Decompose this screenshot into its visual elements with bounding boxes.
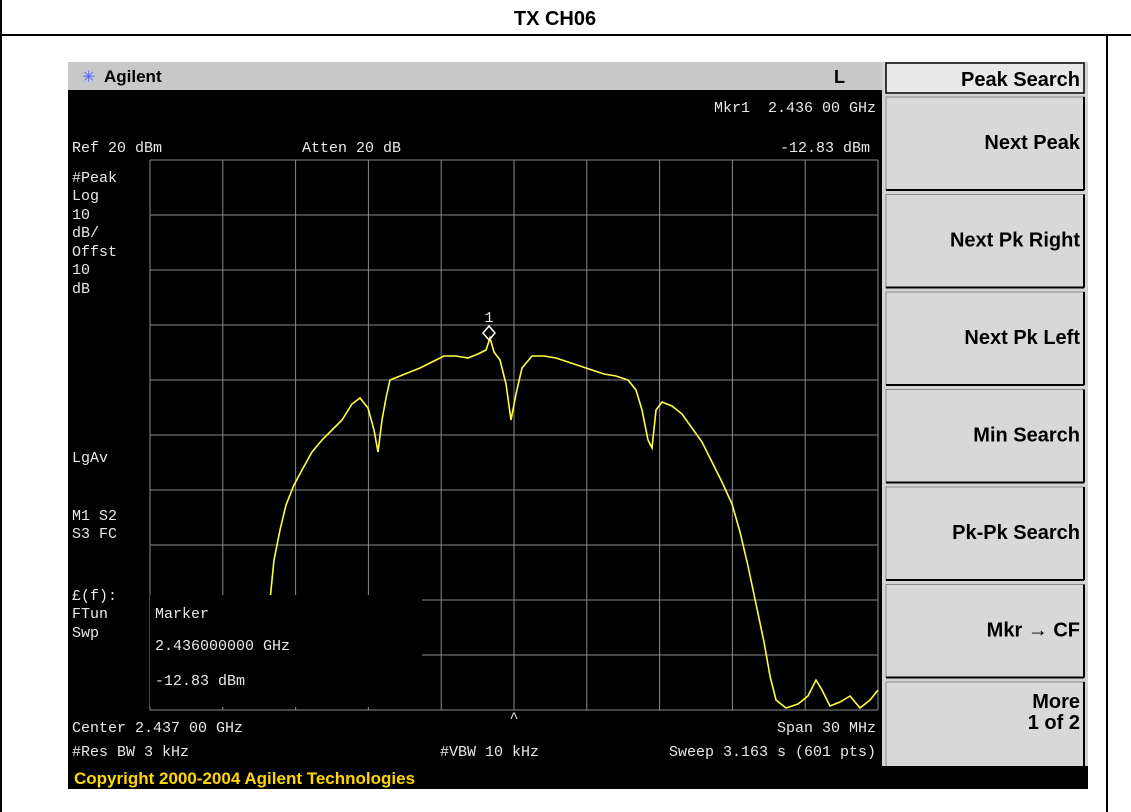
marker-box-text: Marker: [155, 606, 209, 623]
side-label: dB: [72, 281, 90, 298]
header-bar: [68, 62, 882, 90]
side-label: S3 FC: [72, 526, 117, 543]
softkey: [885, 681, 1085, 776]
side-label: M1 S2: [72, 508, 117, 525]
side-label: Swp: [72, 625, 99, 642]
softkey: [885, 194, 1085, 288]
side-label: £(f):: [72, 588, 117, 605]
softkey-label: Next Pk Left: [964, 327, 1080, 349]
center-caret: ^: [509, 710, 518, 727]
softkey: [885, 584, 1085, 678]
softkey-label: Min Search: [973, 425, 1080, 447]
side-label: dB/: [72, 225, 99, 242]
atten: Atten 20 dB: [302, 140, 401, 157]
softkey-label: Next Peak: [984, 132, 1080, 154]
copyright: Copyright 2000-2004 Agilent Technologies: [74, 769, 415, 788]
softkey-label: Pk-Pk Search: [952, 522, 1080, 544]
side-label: 10: [72, 262, 90, 279]
softkey-title: Peak Search: [961, 69, 1080, 91]
marker-box-text: -12.83 dBm: [155, 673, 245, 690]
side-label: #Peak: [72, 170, 117, 187]
marker-diamond: [482, 324, 496, 342]
side-label: LgAv: [72, 450, 108, 467]
vbw: #VBW 10 kHz: [440, 744, 539, 761]
softkey-label: More: [1032, 691, 1080, 713]
ref-level: Ref 20 dBm: [72, 140, 162, 157]
marker-id: 1: [484, 310, 493, 327]
side-label: 10: [72, 207, 90, 224]
side-label: Offst: [72, 244, 117, 261]
center-freq: Center 2.437 00 GHz: [72, 720, 243, 737]
softkey-label: Mkr → CF: [987, 620, 1080, 642]
marker-readout: -12.83 dBm: [780, 140, 870, 157]
span: Span 30 MHz: [777, 720, 876, 737]
trace: [257, 335, 879, 710]
sweep: Sweep 3.163 s (601 pts): [669, 744, 876, 761]
marker-box: [150, 595, 422, 707]
copyright-bar: [68, 766, 1088, 789]
side-label: FTun: [72, 606, 108, 623]
softkey-title-box: [885, 62, 1085, 94]
marker-readout: Mkr1 2.436 00 GHz: [714, 100, 876, 117]
title: TX CH06: [514, 8, 596, 30]
softkey-sublabel: 1 of 2: [1028, 712, 1080, 734]
brand: Agilent: [104, 67, 162, 86]
logo: ✳: [82, 69, 95, 86]
res-bw: #Res BW 3 kHz: [72, 744, 189, 761]
softkey: [885, 486, 1085, 581]
indicator: L: [834, 67, 845, 87]
softkey-label: Next Pk Right: [950, 230, 1080, 252]
softkey: [885, 389, 1085, 483]
side-label: Log: [72, 188, 99, 205]
marker-box-text: 2.436000000 GHz: [155, 638, 290, 655]
